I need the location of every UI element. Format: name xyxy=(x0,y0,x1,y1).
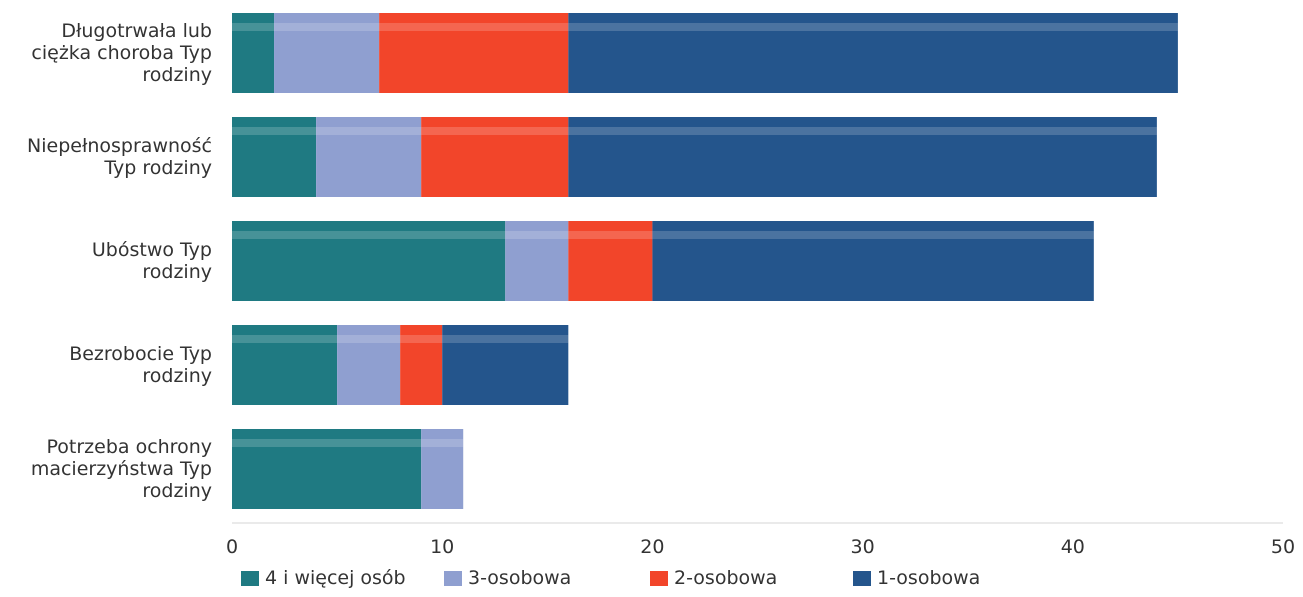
bar-segment-2-series-4 xyxy=(568,117,1157,197)
category-label-line: rodziny xyxy=(142,365,212,387)
bar-segment-3-series-3 xyxy=(568,221,653,301)
legend-label-3: 2-osobowa xyxy=(674,567,777,589)
x-tick-label-20: 20 xyxy=(640,536,664,558)
category-label-5: Potrzeba ochrony macierzyństwa Typ rodziny xyxy=(31,436,212,502)
bar-sheen-4-series-3 xyxy=(400,335,443,343)
bar-segment-1-series-2 xyxy=(274,13,380,93)
legend-swatch-2 xyxy=(444,571,462,586)
legend-label-1: 4 i więcej osób xyxy=(265,567,406,589)
bars-layer xyxy=(232,13,1178,509)
bar-sheen-1-series-4 xyxy=(568,23,1178,31)
category-label-line: Typ rodziny xyxy=(103,157,212,179)
bar-segment-4-series-3 xyxy=(400,325,443,405)
bar-sheen-5-series-2 xyxy=(421,439,464,447)
bar-sheen-1-series-2 xyxy=(274,23,380,31)
category-label-line: Niepełnosprawność xyxy=(27,135,212,157)
bar-sheen-4-series-2 xyxy=(337,335,401,343)
bar-segment-1-series-1 xyxy=(232,13,275,93)
category-label-line: rodziny xyxy=(142,64,212,86)
legend-label-4: 1-osobowa xyxy=(877,567,980,589)
bar-sheen-4-series-1 xyxy=(232,335,338,343)
category-label-line: rodziny xyxy=(142,480,212,502)
bar-segment-2-series-1 xyxy=(232,117,317,197)
bar-segment-4-series-1 xyxy=(232,325,338,405)
bar-segment-3-series-2 xyxy=(505,221,569,301)
category-label-line: Bezrobocie Typ xyxy=(69,343,212,365)
bar-segment-3-series-1 xyxy=(232,221,506,301)
legend-swatch-4 xyxy=(853,571,871,586)
category-label-3: Ubóstwo Typ rodziny xyxy=(92,239,212,283)
x-tick-label-50: 50 xyxy=(1271,536,1295,558)
bar-sheen-1-series-3 xyxy=(379,23,569,31)
bar-sheen-1-series-1 xyxy=(232,23,275,31)
bar-sheen-5-series-1 xyxy=(232,439,422,447)
legend-label-2: 3-osobowa xyxy=(468,567,571,589)
bar-sheen-3-series-2 xyxy=(505,231,569,239)
category-label-line: macierzyństwa Typ xyxy=(31,458,212,480)
legend-swatch-3 xyxy=(650,571,668,586)
bar-sheen-3-series-1 xyxy=(232,231,506,239)
legend-swatch-1 xyxy=(241,571,259,586)
bar-segment-1-series-4 xyxy=(568,13,1178,93)
x-tick-label-10: 10 xyxy=(430,536,454,558)
category-label-line: Potrzeba ochrony xyxy=(47,436,213,458)
category-label-line: rodziny xyxy=(142,261,212,283)
x-tick-label-40: 40 xyxy=(1061,536,1085,558)
bar-segment-5-series-2 xyxy=(421,429,464,509)
bar-sheen-2-series-4 xyxy=(568,127,1157,135)
x-axis-tick-labels: 0 10 20 30 40 50 xyxy=(226,536,1295,558)
category-label-2: Niepełnosprawność Typ rodziny xyxy=(27,135,212,179)
bar-segment-4-series-4 xyxy=(442,325,569,405)
legend: 4 i więcej osób 3-osobowa 2-osobowa 1-osobo… xyxy=(241,567,980,589)
category-labels: Długotrwała lub ciężka choroba Typ rodziny… xyxy=(27,20,212,502)
category-label-line: Ubóstwo Typ xyxy=(92,239,212,261)
x-tick-label-0: 0 xyxy=(226,536,238,558)
category-label-1: Długotrwała lub ciężka choroba Typ rodziny xyxy=(31,20,212,86)
category-label-line: ciężka choroba Typ xyxy=(31,42,212,64)
x-tick-label-30: 30 xyxy=(851,536,875,558)
bar-segment-4-series-2 xyxy=(337,325,401,405)
bar-sheen-2-series-3 xyxy=(421,127,569,135)
bar-segment-2-series-3 xyxy=(421,117,569,197)
bar-sheen-3-series-4 xyxy=(652,231,1094,239)
bar-segment-1-series-3 xyxy=(379,13,569,93)
category-label-4: Bezrobocie Typ rodziny xyxy=(69,343,212,387)
bar-sheen-3-series-3 xyxy=(568,231,653,239)
bar-segment-3-series-4 xyxy=(652,221,1094,301)
bar-segment-5-series-1 xyxy=(232,429,422,509)
bar-sheen-2-series-2 xyxy=(316,127,422,135)
bar-sheen-4-series-4 xyxy=(442,335,569,343)
category-label-line: Długotrwała lub xyxy=(61,20,212,42)
bar-sheen-2-series-1 xyxy=(232,127,317,135)
bar-segment-2-series-2 xyxy=(316,117,422,197)
